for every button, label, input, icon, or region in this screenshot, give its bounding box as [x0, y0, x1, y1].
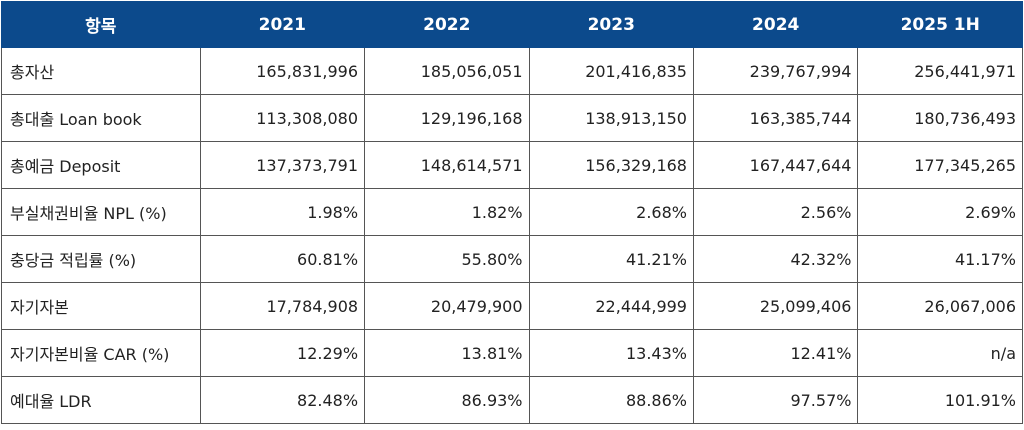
value-cell: 1.98% — [199, 188, 366, 236]
table-header: 항목 2021 2022 2023 2024 2025 1H — [1, 1, 1023, 48]
row-label: 자기자본 — [1, 282, 201, 330]
value-cell: 163,385,744 — [692, 94, 859, 142]
value-cell: 256,441,971 — [857, 47, 1023, 95]
value-cell: 86.93% — [364, 376, 530, 424]
value-cell: 185,056,051 — [364, 47, 530, 95]
column-header: 2023 — [528, 1, 694, 48]
value-cell: 148,614,571 — [364, 141, 530, 189]
value-cell: 12.41% — [692, 329, 859, 377]
table-row: 총예금 Deposit 137,373,791 148,614,571 156,329… — [1, 141, 1023, 189]
row-label: 충당금 적립률 (%) — [1, 235, 201, 283]
value-cell: 180,736,493 — [857, 94, 1023, 142]
table-row: 충당금 적립률 (%) 60.81% 55.80% 41.21% 42.32% 41.17… — [1, 235, 1023, 283]
value-cell: n/a — [857, 329, 1023, 377]
table-row: 자기자본비율 CAR (%) 12.29% 13.81% 13.43% 12.41% n/… — [1, 329, 1023, 377]
value-cell: 129,196,168 — [364, 94, 530, 142]
row-label: 자기자본비율 CAR (%) — [1, 329, 201, 377]
value-cell: 165,831,996 — [199, 47, 366, 95]
value-cell: 113,308,080 — [199, 94, 366, 142]
value-cell: 41.17% — [857, 235, 1023, 283]
value-cell: 137,373,791 — [199, 141, 366, 189]
table-row: 부실채권비율 NPL (%) 1.98% 1.82% 2.68% 2.56% 2.69% — [1, 188, 1023, 236]
table-body: 총자산 165,831,996 185,056,051 201,416,835 239,… — [1, 47, 1023, 424]
value-cell: 17,784,908 — [199, 282, 366, 330]
row-label: 총예금 Deposit — [1, 141, 201, 189]
value-cell: 156,329,168 — [528, 141, 694, 189]
value-cell: 201,416,835 — [528, 47, 694, 95]
row-label: 부실채권비율 NPL (%) — [1, 188, 201, 236]
value-cell: 97.57% — [692, 376, 859, 424]
table-row: 총자산 165,831,996 185,056,051 201,416,835 239,… — [1, 47, 1023, 95]
row-label: 총자산 — [1, 47, 201, 95]
value-cell: 88.86% — [528, 376, 694, 424]
value-cell: 138,913,150 — [528, 94, 694, 142]
table-row: 자기자본 17,784,908 20,479,900 22,444,999 25,099… — [1, 282, 1023, 330]
column-header: 2021 — [199, 1, 366, 48]
header-row: 항목 2021 2022 2023 2024 2025 1H — [1, 1, 1023, 48]
value-cell: 20,479,900 — [364, 282, 530, 330]
value-cell: 25,099,406 — [692, 282, 859, 330]
row-label: 예대율 LDR — [1, 376, 201, 424]
value-cell: 22,444,999 — [528, 282, 694, 330]
value-cell: 42.32% — [692, 235, 859, 283]
value-cell: 55.80% — [364, 235, 530, 283]
value-cell: 2.68% — [528, 188, 694, 236]
column-header: 2025 1H — [857, 1, 1023, 48]
value-cell: 101.91% — [857, 376, 1023, 424]
value-cell: 12.29% — [199, 329, 366, 377]
value-cell: 13.43% — [528, 329, 694, 377]
value-cell: 26,067,006 — [857, 282, 1023, 330]
value-cell: 60.81% — [199, 235, 366, 283]
value-cell: 13.81% — [364, 329, 530, 377]
table-row: 총대출 Loan book 113,308,080 129,196,168 138,9… — [1, 94, 1023, 142]
value-cell: 41.21% — [528, 235, 694, 283]
table-row: 예대율 LDR 82.48% 86.93% 88.86% 97.57% 101.91% — [1, 376, 1023, 424]
value-cell: 167,447,644 — [692, 141, 859, 189]
value-cell: 239,767,994 — [692, 47, 859, 95]
value-cell: 177,345,265 — [857, 141, 1023, 189]
column-header: 항목 — [1, 1, 201, 48]
value-cell: 82.48% — [199, 376, 366, 424]
value-cell: 2.69% — [857, 188, 1023, 236]
value-cell: 1.82% — [364, 188, 530, 236]
value-cell: 2.56% — [692, 188, 859, 236]
column-header: 2022 — [364, 1, 530, 48]
row-label: 총대출 Loan book — [1, 94, 201, 142]
column-header: 2024 — [692, 1, 859, 48]
